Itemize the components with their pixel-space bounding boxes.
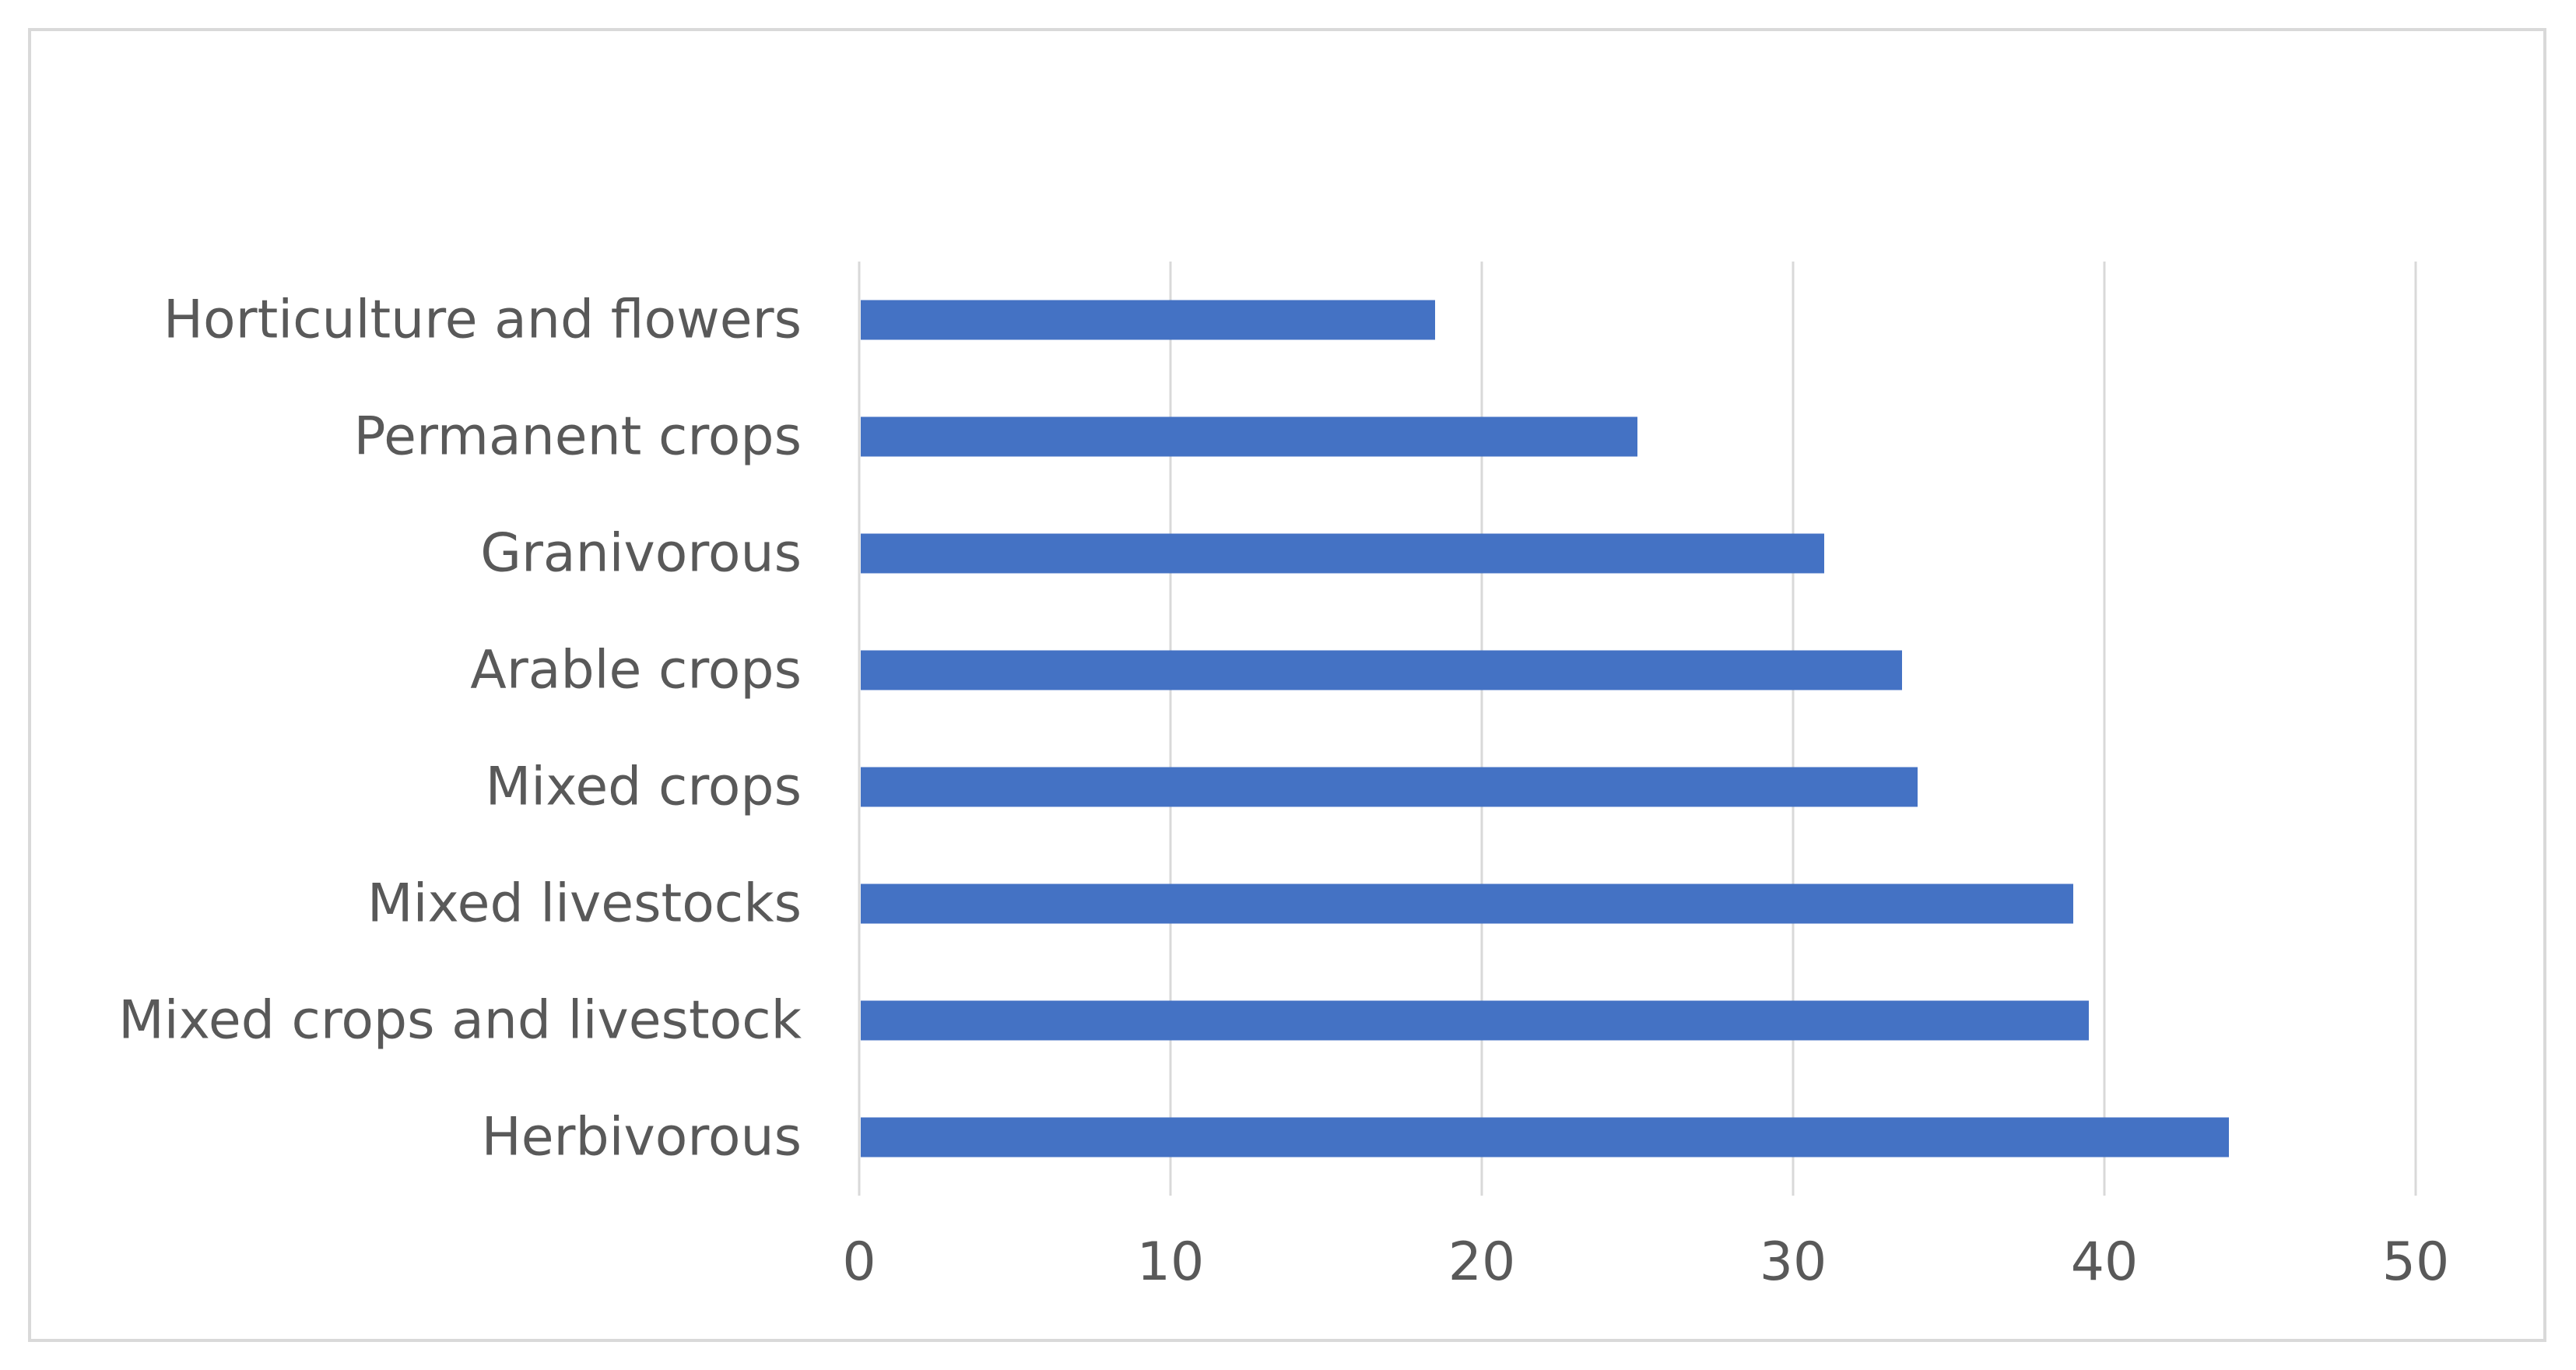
bar <box>861 1117 2229 1157</box>
category-label: Mixed crops <box>486 757 802 818</box>
chart-frame: Horticulture and flowers Permanent crops G… <box>28 28 2546 1342</box>
category-label: Horticulture and flowers <box>163 290 802 351</box>
category-label: Mixed crops and livestock <box>118 990 802 1052</box>
gridlines <box>858 262 2417 1196</box>
category-label: Arable crops <box>470 640 802 701</box>
category-label: Granivorous <box>480 523 802 585</box>
x-tick-label: 40 <box>2071 1231 2139 1293</box>
x-tick-label: 20 <box>1448 1231 1516 1293</box>
bar <box>861 883 2073 924</box>
x-tick-label: 0 <box>842 1231 876 1293</box>
x-tick-label: 50 <box>2382 1231 2450 1293</box>
x-axis-tick-labels: 0 10 20 30 40 50 <box>842 1231 2449 1293</box>
category-label: Permanent crops <box>354 406 802 468</box>
category-label: Herbivorous <box>482 1107 802 1168</box>
bar <box>861 1000 2089 1041</box>
bar-chart: Horticulture and flowers Permanent crops G… <box>118 262 2449 1293</box>
bar <box>861 416 1637 457</box>
bars <box>861 300 2229 1157</box>
x-tick-label: 30 <box>1760 1231 1827 1293</box>
bar <box>861 767 1918 807</box>
bar <box>861 533 1824 574</box>
bar <box>861 650 1902 690</box>
category-label: Mixed livestocks <box>367 873 802 935</box>
bar <box>861 300 1435 340</box>
category-labels: Horticulture and flowers Permanent crops G… <box>118 290 802 1168</box>
x-tick-label: 10 <box>1137 1231 1205 1293</box>
